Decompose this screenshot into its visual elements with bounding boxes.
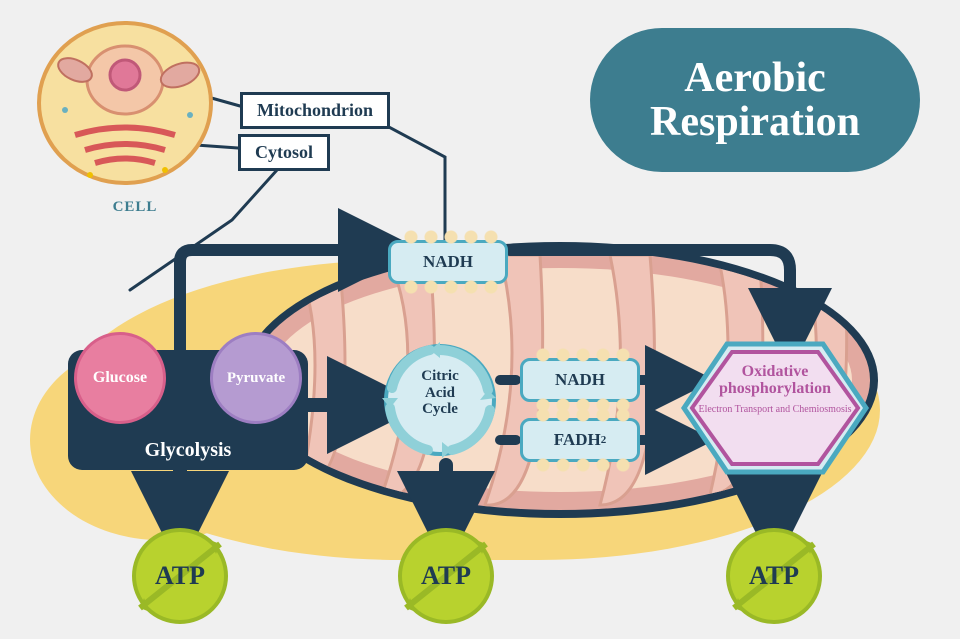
oxphos-sub: Electron Transport and Chemiosmosis	[694, 404, 856, 415]
citric-acid-cycle: CitricAcidCycle	[380, 340, 500, 460]
oxidative-phosphorylation: Oxidativephosphorylation Electron Transp…	[680, 338, 870, 478]
cell-illustration: CELL	[35, 20, 235, 216]
title-line2: Respiration	[650, 100, 860, 144]
nadh-mid: NADH	[520, 358, 640, 402]
title-line1: Aerobic	[650, 56, 860, 100]
oxphos-line: Oxidativephosphorylation	[694, 364, 856, 398]
mitochondrion-label: Mitochondrion	[240, 92, 390, 129]
glycolysis-block: Glucose Pyruvate Glycolysis	[68, 350, 308, 470]
pyruvate-node: Pyruvate	[210, 332, 302, 424]
title-pill: Aerobic Respiration	[590, 28, 920, 172]
glycolysis-label: Glycolysis	[68, 439, 308, 462]
cytosol-label: Cytosol	[238, 134, 330, 171]
cell-label: CELL	[35, 199, 235, 216]
atp-2: ATP	[398, 528, 494, 624]
glucose-node: Glucose	[74, 332, 166, 424]
cac-text: CitricAcidCycle	[380, 368, 500, 418]
fadh2: FADH2	[520, 418, 640, 462]
atp-3: ATP	[726, 528, 822, 624]
atp-1: ATP	[132, 528, 228, 624]
nadh-top: NADH	[388, 240, 508, 284]
